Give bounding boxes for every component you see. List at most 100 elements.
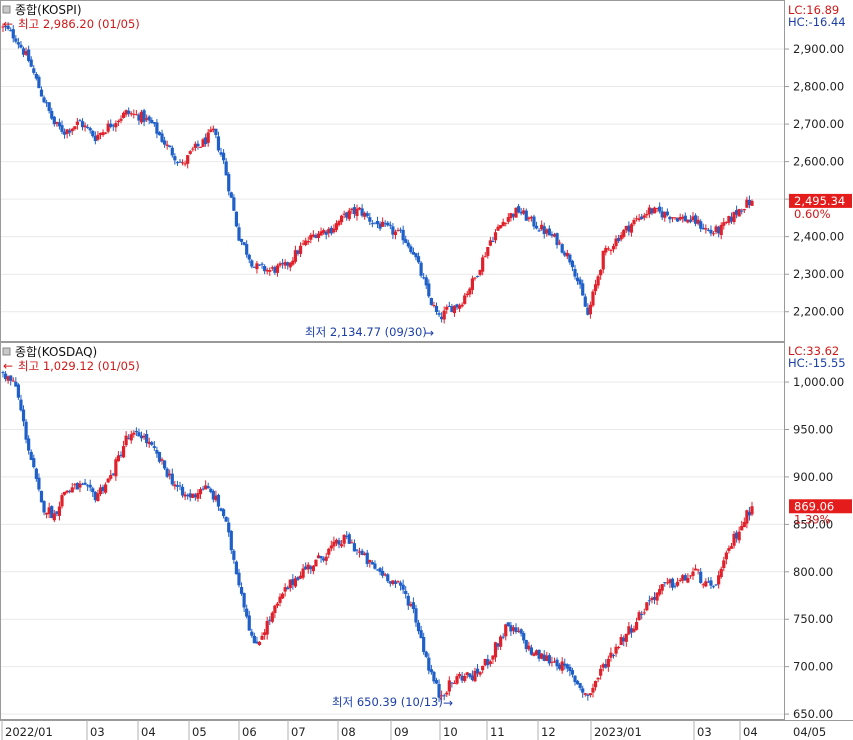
candle-up: [596, 677, 600, 680]
candle-up: [309, 234, 313, 240]
candle-up: [198, 146, 203, 148]
candle-down: [83, 482, 87, 485]
candle-down: [414, 608, 418, 623]
candle-up: [186, 155, 190, 164]
candle-up: [275, 265, 280, 273]
candle-down: [542, 226, 546, 235]
candle-up: [665, 582, 669, 584]
candle-down: [37, 76, 41, 89]
candle-up: [617, 646, 621, 648]
candle-up: [334, 539, 339, 544]
candle-down: [201, 488, 205, 490]
candle-up: [632, 628, 636, 632]
panel-toggle-icon[interactable]: [2, 5, 11, 14]
candle-down: [188, 493, 192, 498]
candle-up: [650, 597, 654, 601]
candle-down: [391, 226, 395, 235]
candle-up: [668, 579, 672, 584]
candle-down: [239, 586, 244, 594]
candle-up: [678, 579, 682, 581]
candle-down: [173, 156, 177, 161]
x-tick-label: 08: [341, 725, 356, 739]
x-tick-label: 03: [90, 725, 105, 739]
candle-down: [470, 675, 475, 680]
candle-up: [711, 233, 716, 235]
x-tick-label: 04: [141, 725, 156, 739]
y-tick-label: 750.00: [793, 612, 833, 626]
candle-up: [188, 151, 192, 154]
candle-down: [468, 673, 472, 677]
candle-down: [268, 619, 272, 621]
candle-up: [660, 584, 664, 591]
candle-up: [488, 240, 492, 246]
candle-down: [170, 473, 174, 485]
candle-down: [180, 486, 185, 496]
candle-up: [106, 478, 110, 483]
candle-up: [483, 658, 487, 666]
x-tick-label: 04: [743, 725, 758, 739]
kospi-plot-frame: [0, 0, 785, 342]
candle-down: [157, 132, 162, 136]
candle-up: [293, 578, 298, 587]
candle-down: [658, 206, 662, 212]
candle-down: [93, 135, 97, 142]
candle-down: [509, 625, 513, 632]
candle-down: [670, 578, 675, 588]
candle-down: [29, 59, 33, 67]
candle-up: [342, 534, 346, 544]
candle-up: [509, 213, 513, 219]
candle-up: [514, 207, 518, 218]
candle-down: [147, 116, 151, 121]
candle-up: [383, 574, 387, 576]
candle-down: [91, 130, 95, 137]
candle-down: [291, 579, 295, 585]
candle-up: [342, 213, 346, 215]
candle-down: [709, 580, 713, 586]
candle-up: [83, 125, 87, 128]
candle-up: [214, 495, 218, 501]
candle-down: [437, 683, 441, 698]
candle-down: [450, 682, 454, 684]
candle-up: [396, 230, 400, 232]
candle-down: [373, 563, 377, 569]
candle-down: [683, 575, 687, 581]
candle-up: [291, 260, 295, 265]
candle-up: [527, 217, 531, 220]
candle-down: [563, 663, 567, 666]
candle-down: [565, 664, 569, 669]
candle-down: [175, 162, 180, 164]
kospi-low-arrow-icon: →: [424, 326, 434, 340]
candle-up: [316, 233, 321, 238]
y-tick-label: 650.00: [793, 707, 833, 721]
candle-down: [88, 484, 92, 488]
candle-up: [565, 252, 569, 257]
kosdaq-high-arrow-icon: ←: [3, 359, 13, 373]
candle-down: [160, 133, 164, 142]
candle-down: [434, 305, 439, 313]
candle-down: [232, 550, 236, 560]
candle-up: [106, 123, 110, 132]
candle-up: [129, 113, 133, 115]
candle-down: [19, 44, 23, 48]
y-tick-label: 950.00: [793, 422, 833, 436]
candle-down: [29, 451, 33, 460]
candle-up: [298, 575, 303, 579]
candle-up: [60, 495, 64, 507]
candle-up: [491, 655, 495, 660]
candle-up: [357, 207, 362, 210]
candle-down: [80, 121, 85, 128]
candle-up: [499, 636, 503, 647]
candle-up: [604, 247, 608, 253]
candle-down: [9, 30, 13, 32]
candle-up: [619, 235, 623, 240]
candle-down: [491, 240, 495, 242]
candle-up: [440, 695, 444, 697]
panel-toggle-icon[interactable]: [2, 347, 11, 356]
candle-down: [416, 256, 421, 263]
candle-up: [473, 277, 477, 279]
candle-down: [232, 197, 236, 211]
candle-down: [365, 213, 369, 217]
candle-down: [211, 490, 215, 500]
candle-down: [411, 251, 416, 255]
candle-down: [398, 229, 403, 231]
